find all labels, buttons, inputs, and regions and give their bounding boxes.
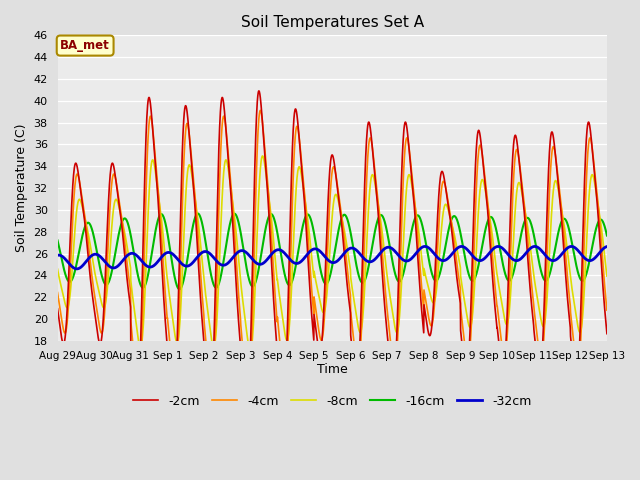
- -2cm: [492, 318, 500, 324]
- -32cm: [570, 244, 578, 250]
- Line: -2cm: -2cm: [58, 91, 607, 416]
- -2cm: [349, 351, 356, 357]
- Line: -32cm: -32cm: [58, 246, 607, 269]
- -16cm: [207, 273, 215, 278]
- -2cm: [603, 331, 611, 336]
- -8cm: [54, 266, 61, 272]
- -8cm: [246, 348, 254, 354]
- -8cm: [570, 300, 578, 305]
- -8cm: [207, 331, 214, 336]
- Line: -8cm: -8cm: [58, 156, 607, 351]
- -16cm: [570, 252, 578, 257]
- -16cm: [492, 227, 500, 233]
- -32cm: [421, 243, 429, 249]
- Title: Soil Temperatures Set A: Soil Temperatures Set A: [241, 15, 424, 30]
- -4cm: [492, 296, 500, 302]
- Text: BA_met: BA_met: [60, 39, 110, 52]
- -8cm: [603, 273, 611, 279]
- -16cm: [54, 238, 61, 243]
- -2cm: [555, 186, 563, 192]
- X-axis label: Time: Time: [317, 363, 348, 376]
- -2cm: [54, 306, 61, 312]
- -4cm: [207, 386, 214, 392]
- Line: -4cm: -4cm: [58, 110, 607, 396]
- -2cm: [243, 413, 250, 419]
- -2cm: [207, 405, 214, 410]
- -2cm: [255, 88, 262, 94]
- -32cm: [348, 245, 356, 251]
- -16cm: [555, 228, 563, 233]
- -32cm: [603, 244, 611, 250]
- -8cm: [360, 289, 368, 295]
- -8cm: [555, 190, 563, 196]
- -8cm: [349, 288, 356, 293]
- -32cm: [555, 254, 563, 260]
- -32cm: [492, 244, 500, 250]
- -16cm: [603, 233, 611, 239]
- -4cm: [570, 343, 578, 349]
- -2cm: [360, 189, 368, 194]
- Legend: -2cm, -4cm, -8cm, -16cm, -32cm: -2cm, -4cm, -8cm, -16cm, -32cm: [128, 390, 536, 413]
- -16cm: [349, 240, 356, 246]
- -4cm: [349, 325, 356, 331]
- -4cm: [360, 240, 368, 246]
- -4cm: [54, 289, 61, 295]
- -4cm: [257, 108, 264, 113]
- -4cm: [244, 394, 252, 399]
- -32cm: [207, 252, 215, 257]
- -16cm: [360, 278, 368, 284]
- -2cm: [570, 371, 578, 377]
- Y-axis label: Soil Temperature (C): Soil Temperature (C): [15, 124, 28, 252]
- -32cm: [73, 266, 81, 272]
- -16cm: [175, 287, 183, 292]
- -32cm: [54, 252, 61, 258]
- -8cm: [492, 265, 500, 271]
- -32cm: [360, 256, 368, 262]
- -4cm: [555, 181, 563, 187]
- Line: -16cm: -16cm: [58, 214, 607, 289]
- -4cm: [603, 307, 611, 313]
- -16cm: [194, 211, 202, 216]
- -8cm: [259, 153, 266, 159]
